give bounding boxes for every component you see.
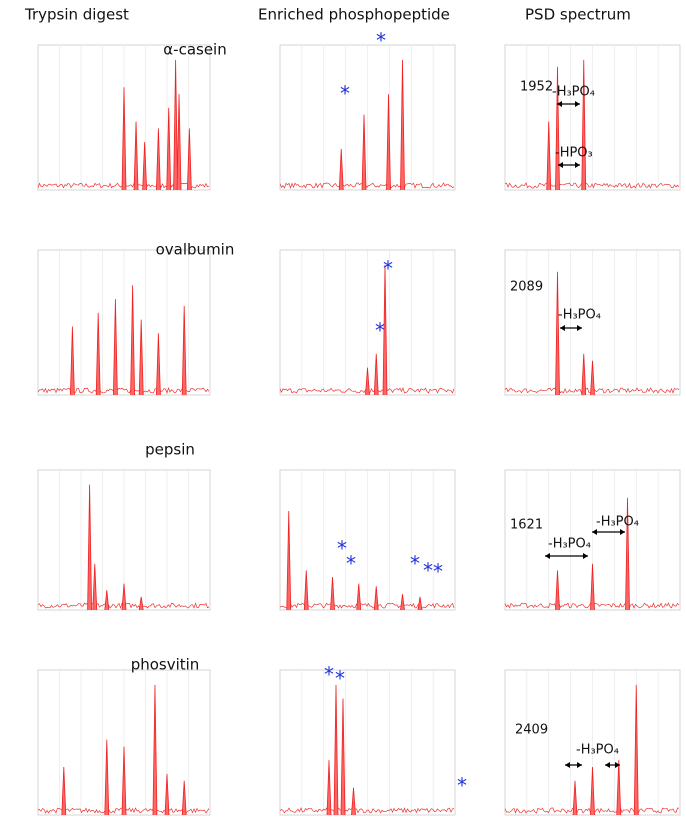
peak [121, 583, 127, 611]
peak [104, 739, 110, 816]
peak [590, 767, 595, 816]
peak [400, 594, 405, 611]
peak [338, 148, 344, 191]
peak [581, 59, 587, 191]
peak [386, 94, 391, 191]
peak [417, 596, 423, 611]
peak [303, 570, 309, 611]
arrow-head [545, 553, 588, 559]
phospho-marker: * [376, 29, 386, 53]
noise-trace [37, 386, 210, 394]
peak [138, 319, 144, 396]
protein-label: α-casein [163, 41, 226, 59]
peak [176, 94, 182, 191]
precursor-mass: 1952 [520, 80, 553, 95]
peak [142, 142, 148, 191]
peak [138, 596, 144, 611]
peak [555, 66, 560, 191]
peak [186, 128, 192, 191]
peak [572, 780, 578, 816]
peak [70, 326, 75, 396]
peak [152, 684, 158, 816]
precursor-mass: 1621 [510, 518, 543, 533]
peak [92, 563, 98, 611]
arrow-head [558, 162, 580, 168]
peak [130, 285, 135, 396]
protein-label: phosvitin [131, 656, 200, 674]
peak [286, 510, 292, 611]
peak [581, 353, 587, 396]
peak [400, 59, 405, 191]
peak [351, 787, 356, 816]
peak [166, 107, 172, 191]
phospho-marker: * [457, 774, 467, 798]
peak [156, 333, 161, 396]
peak [340, 698, 346, 816]
peak [113, 299, 118, 396]
column-header: Enriched phosphopeptide [258, 6, 450, 24]
phospho-marker: * [410, 552, 420, 576]
peak [590, 563, 595, 611]
phospho-marker: * [375, 319, 385, 343]
peak [95, 312, 101, 396]
peak [356, 583, 362, 611]
peak [373, 353, 379, 396]
phospho-marker: * [423, 559, 433, 583]
peak [87, 484, 92, 611]
peak [590, 360, 595, 396]
arrow-head [557, 101, 580, 107]
peak [616, 760, 622, 816]
peak [173, 59, 178, 191]
peak [326, 760, 332, 816]
noise-trace [279, 182, 455, 189]
loss-annotation: -H₃PO₄ [576, 743, 619, 758]
loss-annotation: -H₃PO₄ [552, 85, 595, 100]
peak [361, 114, 367, 191]
protein-label: pepsin [145, 441, 195, 459]
arrow-head [565, 762, 582, 768]
peak [555, 271, 560, 396]
column-header: Trypsin digest [24, 6, 129, 24]
loss-annotation: -H₃PO₄ [558, 308, 601, 323]
precursor-mass: 2089 [510, 280, 543, 295]
peak [633, 684, 639, 816]
phospho-marker: * [335, 667, 345, 691]
peak [555, 570, 560, 611]
phospho-marker: * [346, 552, 356, 576]
peak [181, 780, 187, 816]
peak [333, 684, 339, 816]
phospho-marker: * [433, 560, 443, 584]
peak [365, 367, 370, 396]
loss-annotation: -H₃PO₄ [596, 515, 639, 530]
phospho-marker: * [383, 257, 393, 281]
peak [61, 767, 67, 816]
phospho-marker: * [340, 82, 350, 106]
noise-trace [279, 807, 455, 814]
peak [181, 305, 187, 396]
peak [382, 264, 388, 396]
peak [625, 497, 630, 611]
peak [156, 128, 161, 191]
precursor-mass: 2409 [515, 723, 548, 738]
peak [133, 121, 139, 191]
noise-trace [504, 182, 680, 189]
protein-label: ovalbumin [156, 241, 235, 259]
peak [330, 576, 335, 611]
phospho-marker: * [337, 537, 347, 561]
peak [121, 87, 127, 191]
noise-trace [279, 602, 455, 609]
arrow-head [560, 325, 582, 331]
peak [164, 773, 170, 816]
peak [373, 586, 379, 611]
loss-annotation: -H₃PO₄ [548, 537, 591, 552]
loss-annotation: -HPO₃ [555, 146, 593, 161]
phospho-marker: * [324, 663, 334, 687]
peak [546, 121, 552, 191]
column-header: PSD spectrum [525, 6, 631, 24]
peak [104, 590, 110, 611]
peak [121, 746, 127, 816]
arrow-head [605, 762, 620, 768]
